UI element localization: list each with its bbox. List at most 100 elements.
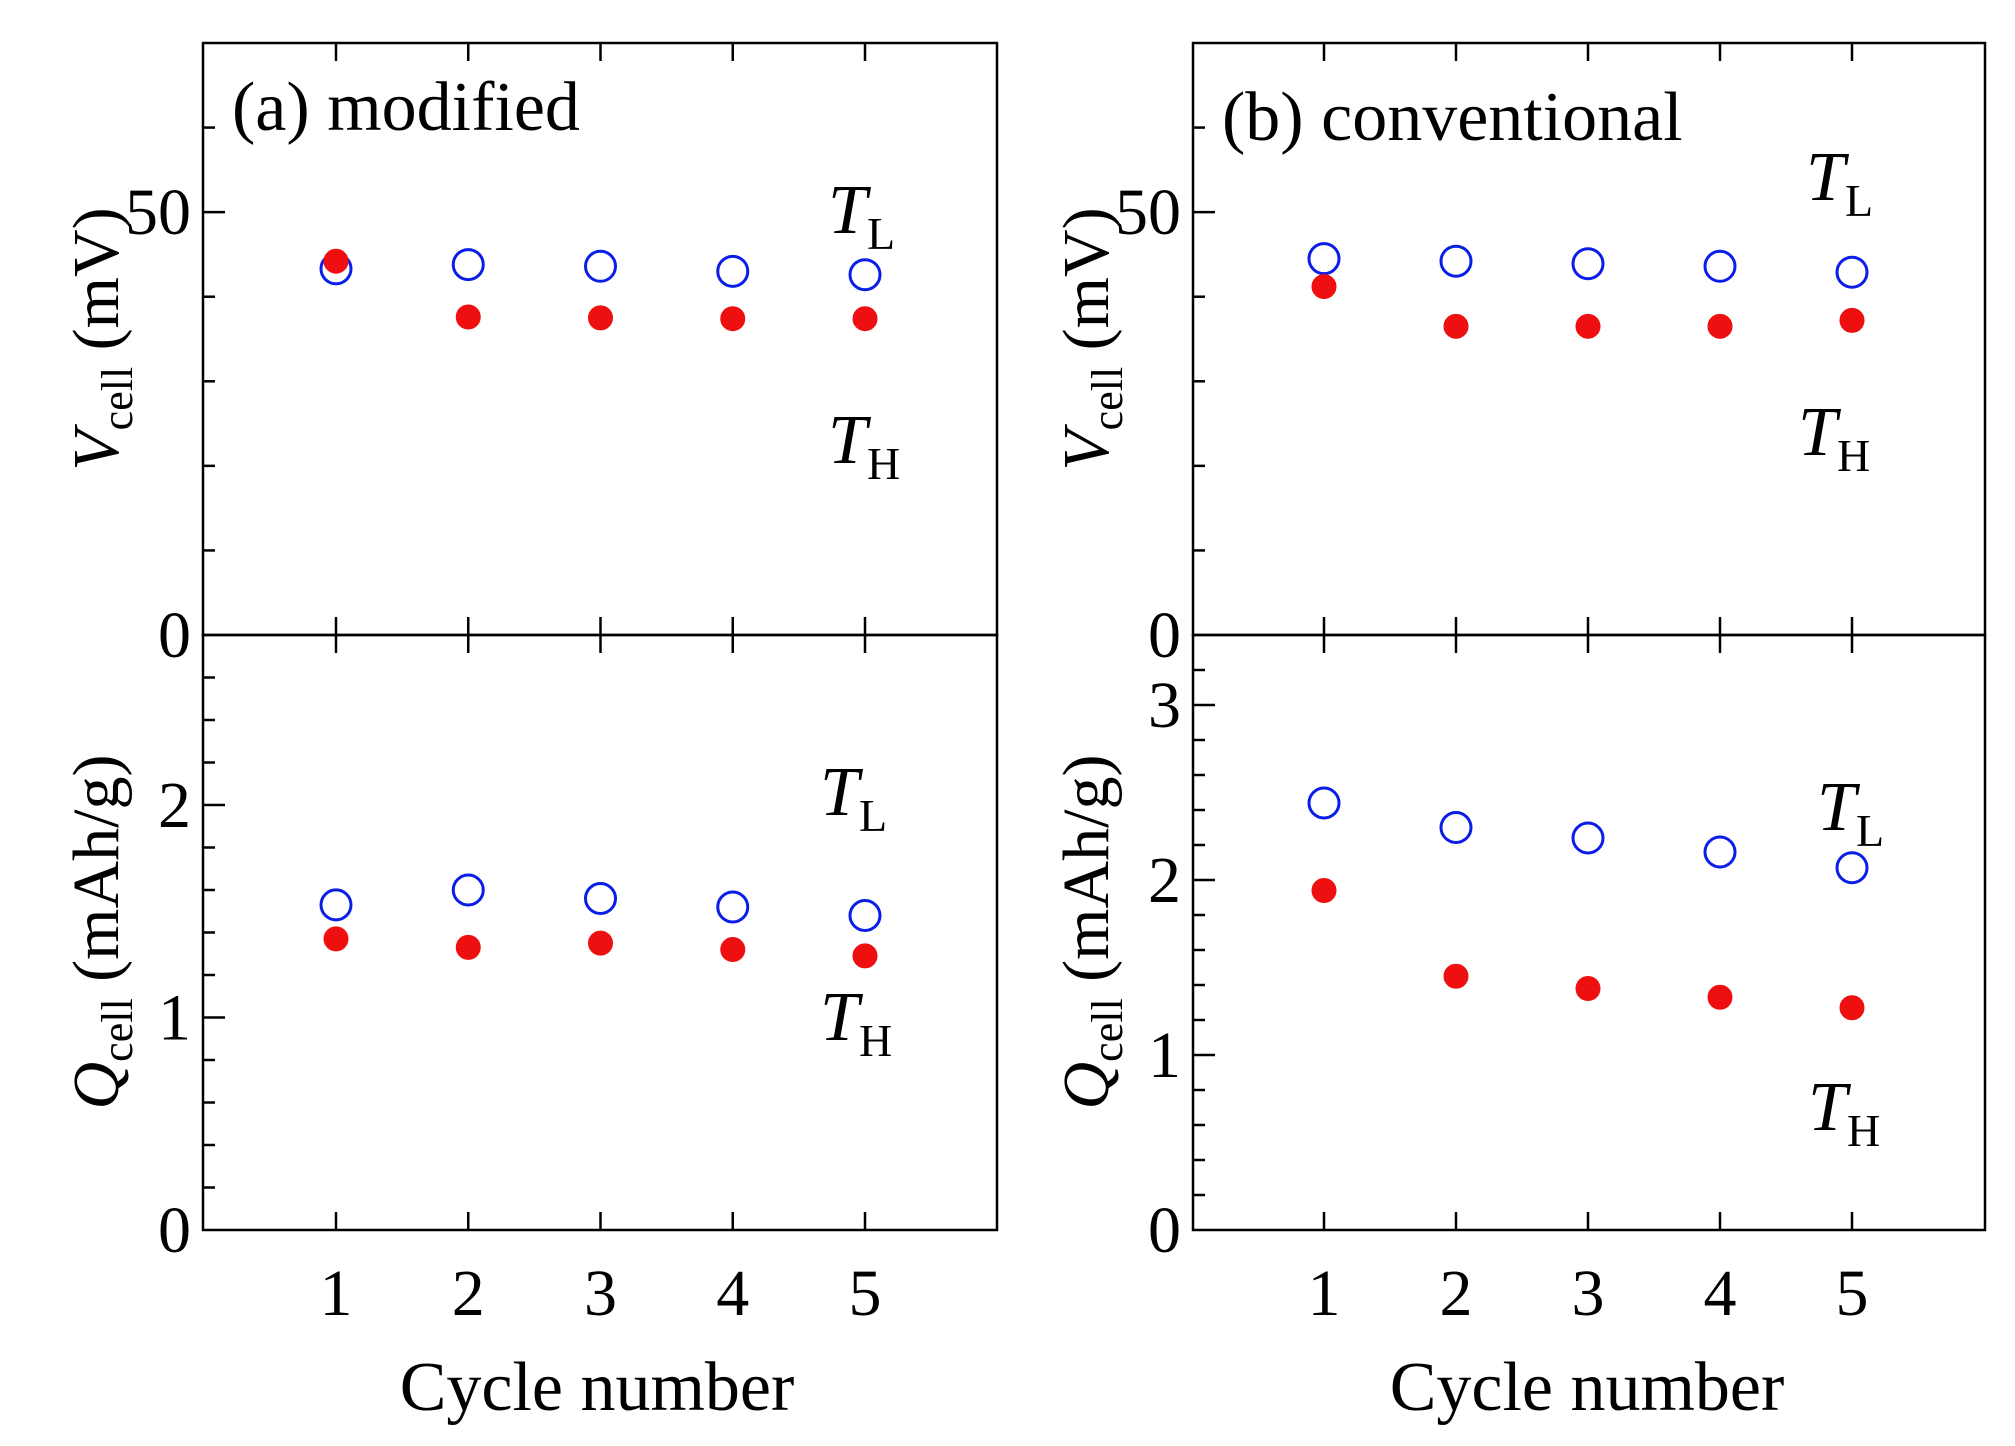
- x-tick-label: 2: [1440, 1257, 1473, 1330]
- data-point-TL: [1439, 244, 1473, 278]
- y-axis-title-subscript: cell: [1083, 367, 1132, 431]
- annotation-subscript: H: [867, 438, 900, 489]
- y-tick-label: 50: [1115, 176, 1181, 249]
- panel-title: (b) conventional: [1222, 79, 1683, 156]
- annotation-L: TL: [1817, 769, 1884, 856]
- data-point-TL: [451, 873, 485, 907]
- data-point-TH: [1839, 995, 1865, 1021]
- x-tick-label: 4: [1704, 1257, 1737, 1330]
- x-tick-label: 1: [1308, 1257, 1341, 1330]
- series-TH: [1311, 878, 1865, 1021]
- x-axis-title-a: Cycle number: [400, 1349, 795, 1426]
- data-point-TH: [1311, 274, 1337, 300]
- data-point-TL: [1571, 247, 1605, 281]
- annotation-symbol: T: [828, 172, 872, 249]
- y-tick-label: 2: [1148, 844, 1181, 917]
- x-tick-label: 2: [452, 1257, 485, 1330]
- data-point-TL: [1835, 255, 1869, 289]
- series-TL: [319, 873, 882, 932]
- data-point-TH: [455, 304, 481, 330]
- x-axis-titles: Cycle number Cycle number: [400, 1349, 1785, 1426]
- y-axis-title-symbol: Q: [60, 1062, 133, 1110]
- y-axis-title-unit: (mV): [60, 207, 133, 366]
- x-tick-label: 3: [584, 1257, 617, 1330]
- data-point-TL: [1307, 786, 1341, 820]
- data-point-TH: [1707, 984, 1733, 1010]
- annotation-subscript: H: [859, 1015, 892, 1066]
- annotation-subscript: L: [1845, 175, 1873, 226]
- data-point-TL: [1703, 835, 1737, 869]
- y-tick-label: 0: [1148, 599, 1181, 672]
- annotation-subscript: L: [859, 790, 887, 841]
- y-tick-label: 1: [1148, 1019, 1181, 1092]
- x-tick-label: 4: [716, 1257, 749, 1330]
- series-TH: [323, 248, 878, 332]
- annotation-H: TH: [820, 979, 892, 1066]
- series-TH: [323, 926, 878, 969]
- data-point-TH: [720, 306, 746, 332]
- data-point-TH: [1707, 313, 1733, 339]
- data-point-TL: [319, 888, 353, 922]
- annotation-L: TL: [820, 754, 887, 841]
- annotation-subscript: L: [867, 208, 895, 259]
- y-axis-title: Vcell (mV): [1050, 207, 1132, 470]
- y-axis-title-unit: (mV): [1050, 207, 1123, 366]
- data-point-TL: [716, 890, 750, 924]
- data-point-TH: [323, 248, 349, 274]
- data-point-TL: [584, 882, 617, 915]
- y-tick-label: 2: [158, 769, 191, 842]
- data-point-TL: [1835, 851, 1869, 885]
- data-point-TL: [848, 899, 882, 932]
- data-point-TL: [848, 258, 882, 292]
- data-point-TH: [455, 934, 481, 960]
- annotation-symbol: T: [1798, 394, 1842, 471]
- y-axis-title-symbol: V: [1050, 424, 1123, 471]
- annotation-symbol: T: [820, 754, 864, 831]
- annotation-H: TH: [1798, 394, 1870, 481]
- y-axis-title-unit: (mAh/g): [1050, 755, 1123, 999]
- y-tick-label: 0: [158, 1194, 191, 1267]
- annotation-symbol: T: [828, 402, 872, 479]
- data-point-TL: [716, 254, 750, 288]
- data-point-TL: [1703, 249, 1737, 283]
- y-tick-label: 0: [158, 599, 191, 672]
- x-tick-label: 5: [849, 1257, 882, 1330]
- data-point-TH: [1443, 963, 1469, 989]
- y-axis-title-subscript: cell: [93, 998, 142, 1062]
- x-tick-label: 5: [1836, 1257, 1869, 1330]
- data-point-TH: [1839, 307, 1865, 333]
- annotation-H: TH: [1808, 1069, 1880, 1156]
- y-axis-title-subscript: cell: [93, 367, 142, 431]
- data-point-TH: [1443, 313, 1469, 339]
- annotation-subscript: H: [1847, 1105, 1880, 1156]
- annotation-subscript: H: [1837, 430, 1870, 481]
- y-tick-label: 1: [158, 982, 191, 1055]
- y-axis-title: Qcell (mAh/g): [1050, 755, 1132, 1110]
- data-point-TH: [323, 926, 349, 952]
- data-point-TH: [852, 306, 878, 332]
- x-axis-title-b: Cycle number: [1390, 1349, 1785, 1426]
- data-point-TH: [1575, 313, 1601, 339]
- data-point-TH: [588, 305, 613, 331]
- y-tick-label: 0: [1148, 1194, 1181, 1267]
- series-TH: [1311, 274, 1865, 339]
- data-point-TH: [852, 943, 878, 969]
- data-point-TH: [588, 930, 613, 956]
- annotation-symbol: T: [1806, 139, 1850, 216]
- annotation-L: TL: [828, 172, 895, 259]
- annotation-symbol: T: [1817, 769, 1861, 846]
- x-tick-label: 3: [1572, 1257, 1605, 1330]
- y-axis-title-symbol: Q: [1050, 1062, 1123, 1110]
- annotation-symbol: T: [820, 979, 864, 1056]
- annotation-symbol: T: [1808, 1069, 1852, 1146]
- y-axis-title: Vcell (mV): [60, 207, 142, 470]
- data-point-TH: [1575, 976, 1601, 1001]
- series-TL: [319, 248, 882, 292]
- data-point-TL: [1439, 811, 1473, 844]
- y-axis-title-symbol: V: [60, 424, 133, 471]
- series-TL: [1307, 242, 1869, 289]
